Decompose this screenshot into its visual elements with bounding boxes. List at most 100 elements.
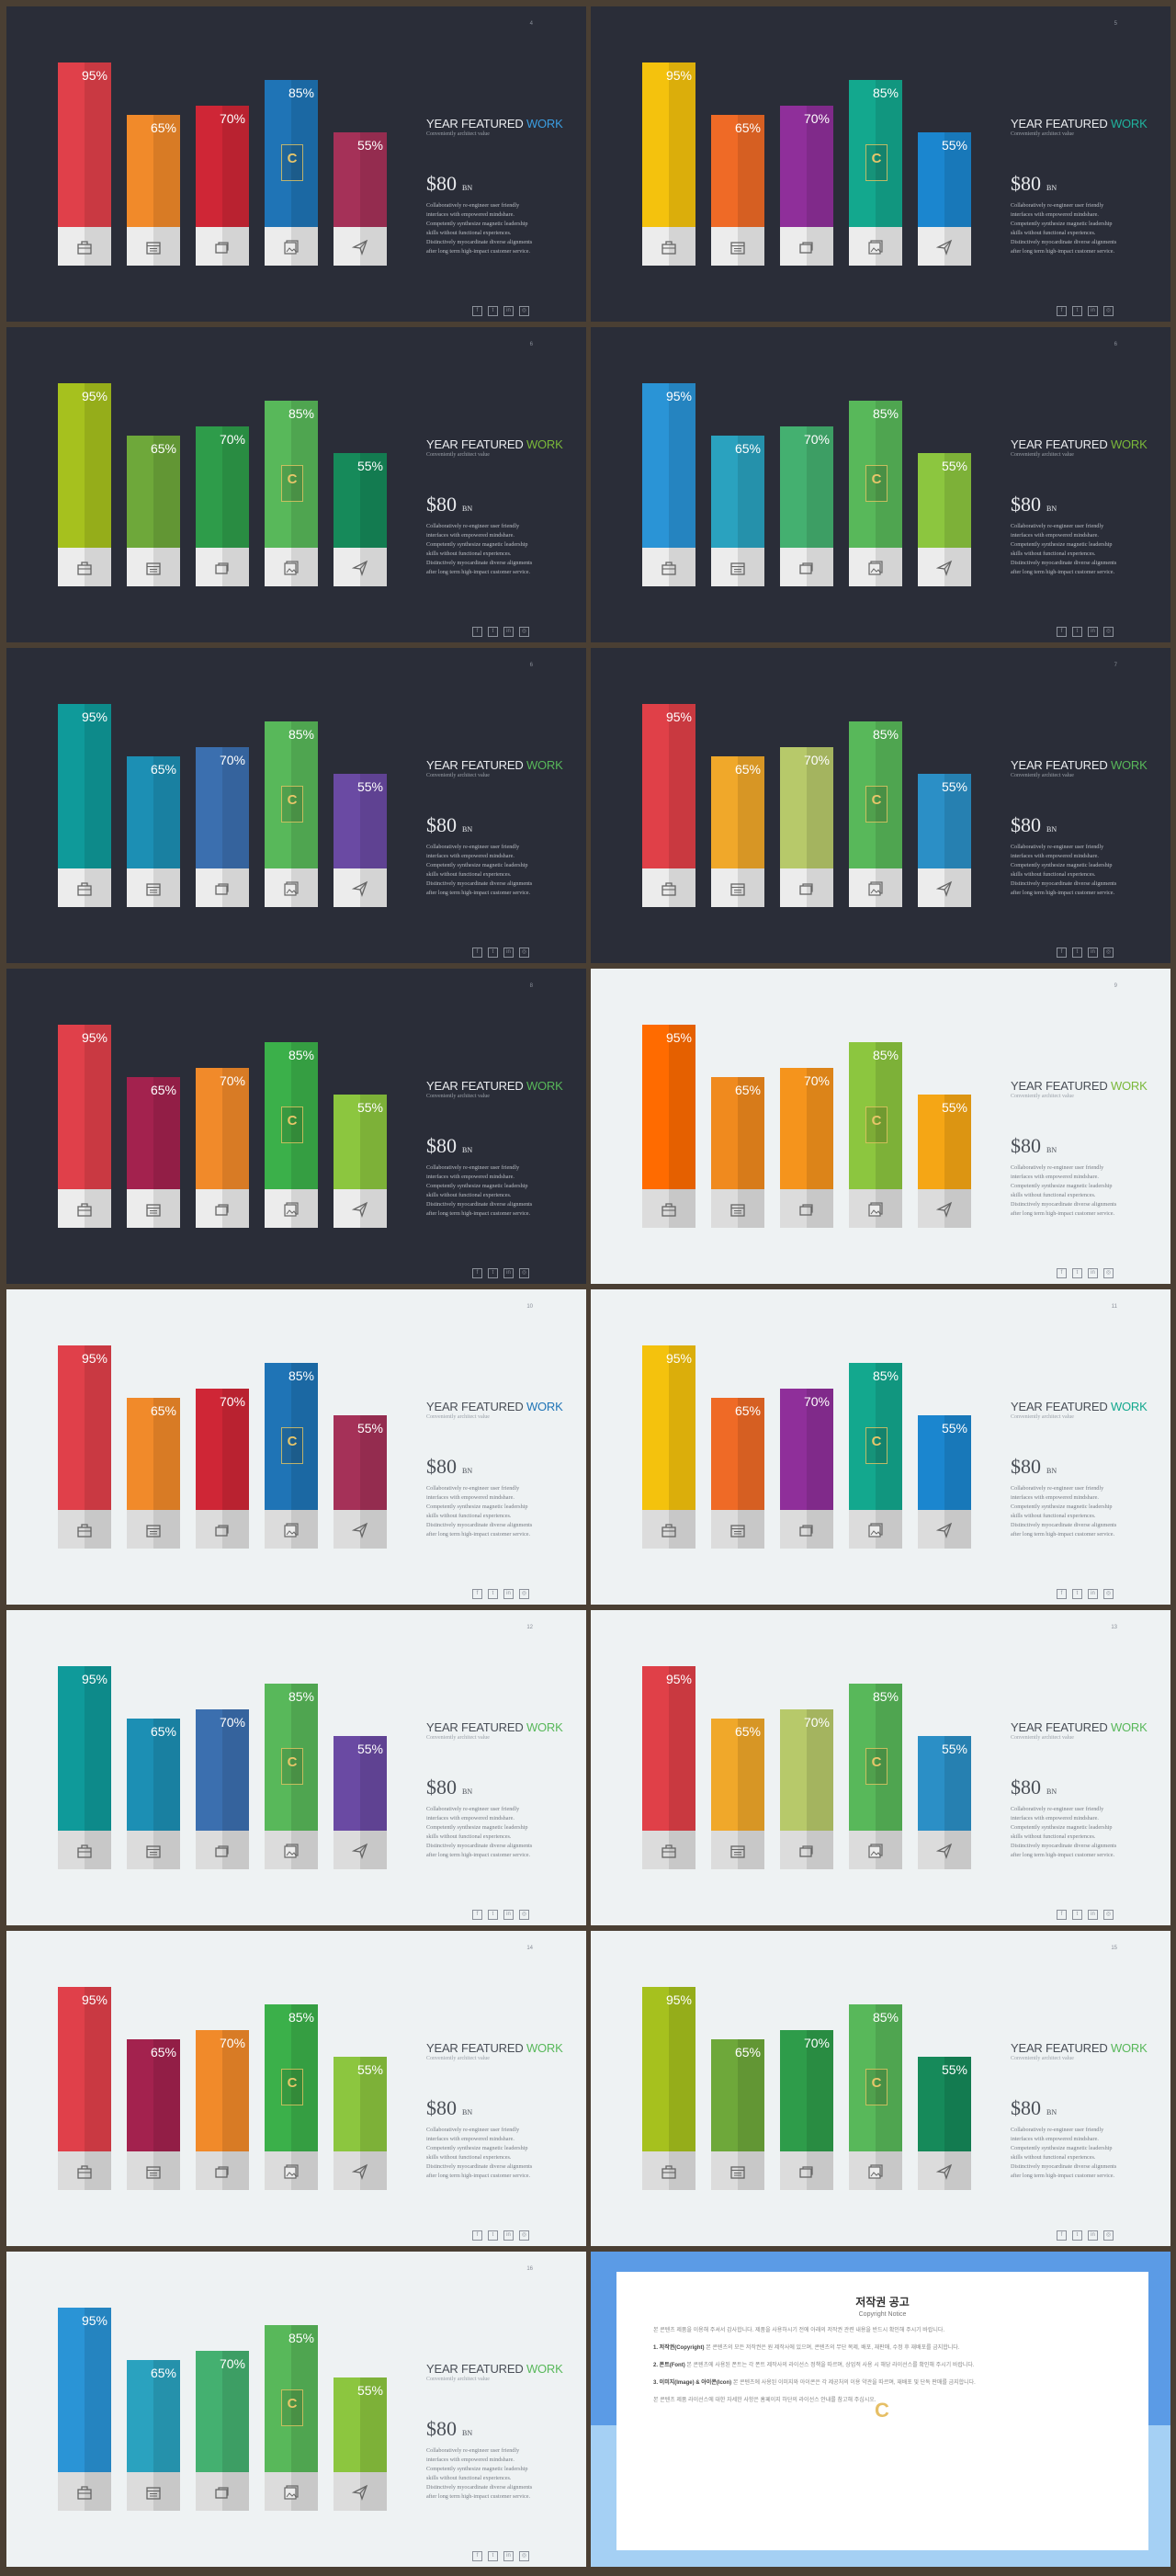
instagram-icon[interactable]: ◎ [1103, 306, 1114, 316]
slide-thumbnail[interactable]: 16 95% 65% 70% 85% 55% C YEAR FEATURED WORK Conv… [6, 2252, 586, 2567]
twitter-icon[interactable]: t [488, 2230, 498, 2241]
twitter-icon[interactable]: t [488, 2551, 498, 2561]
instagram-icon[interactable]: ◎ [519, 1589, 529, 1599]
slide-thumbnail[interactable]: 6 95% 65% 70% 85% 55% C YEAR FEATURED WORK Conve… [6, 327, 586, 642]
twitter-icon[interactable]: t [1072, 1589, 1082, 1599]
linkedin-icon[interactable]: in [1088, 627, 1098, 637]
instagram-icon[interactable]: ◎ [519, 1268, 529, 1278]
slide-thumbnail[interactable]: 5 95% 65% 70% 85% 55% C YEAR FEATURED WORK Conve… [591, 6, 1170, 322]
bar-shade [738, 436, 764, 548]
linkedin-icon[interactable]: in [503, 2230, 514, 2241]
send-icon [936, 239, 953, 255]
slide-thumbnail[interactable]: 8 95% 65% 70% 85% 55% C YEAR FEATURED WORK Conve… [6, 969, 586, 1284]
bar-shade [738, 1398, 764, 1510]
twitter-icon[interactable]: t [488, 1589, 498, 1599]
facebook-icon[interactable]: f [1057, 1910, 1067, 1920]
twitter-icon[interactable]: t [1072, 948, 1082, 958]
facebook-icon[interactable]: f [472, 2551, 482, 2561]
slide-thumbnail[interactable]: 4 95% 65% 70% 85% 55% C YEAR FEATURED WORK Conve… [6, 6, 586, 322]
slide-thumbnail[interactable]: 10 95% 65% 70% 85% 55% C YEAR FEATURED WORK Conv… [6, 1289, 586, 1605]
social-links: f t in ◎ [1057, 1903, 1119, 1920]
twitter-icon[interactable]: t [488, 1910, 498, 1920]
twitter-icon[interactable]: t [1072, 2230, 1082, 2241]
instagram-icon[interactable]: ◎ [519, 306, 529, 316]
instagram-icon[interactable]: ◎ [1103, 2230, 1114, 2241]
instagram-icon[interactable]: ◎ [519, 627, 529, 637]
instagram-icon[interactable]: ◎ [1103, 1268, 1114, 1278]
twitter-icon[interactable]: t [1072, 627, 1082, 637]
facebook-icon[interactable]: f [1057, 1268, 1067, 1278]
facebook-icon[interactable]: f [1057, 306, 1067, 316]
copyright-slide[interactable]: 저작권 공고 Copyright Notice 본 콘텐츠 제품을 이용해 주셔서 … [591, 2252, 1170, 2567]
slide-thumbnail[interactable]: 6 95% 65% 70% 85% 55% C YEAR FEATURED WORK Conve… [6, 648, 586, 963]
chart-bar: 95% [642, 1345, 695, 1510]
facebook-icon[interactable]: f [472, 1268, 482, 1278]
bar-base [918, 1189, 971, 1228]
linkedin-icon[interactable]: in [503, 1589, 514, 1599]
instagram-icon[interactable]: ◎ [1103, 1589, 1114, 1599]
bar-shade [360, 2377, 387, 2472]
twitter-icon[interactable]: t [488, 627, 498, 637]
bar-value-label: 55% [356, 2062, 383, 2077]
facebook-icon[interactable]: f [472, 1589, 482, 1599]
slide-subtitle: Conveniently architect value [426, 773, 490, 778]
instagram-icon[interactable]: ◎ [519, 948, 529, 958]
instagram-icon[interactable]: ◎ [519, 2230, 529, 2241]
twitter-icon[interactable]: t [488, 306, 498, 316]
facebook-icon[interactable]: f [472, 627, 482, 637]
bar-value-label: 95% [665, 709, 692, 724]
logo-badge: C [281, 1106, 303, 1143]
facebook-icon[interactable]: f [1057, 627, 1067, 637]
facebook-icon[interactable]: f [1057, 948, 1067, 958]
facebook-icon[interactable]: f [472, 1910, 482, 1920]
slide-thumbnail[interactable]: 12 95% 65% 70% 85% 55% C YEAR FEATURED WORK Conv… [6, 1610, 586, 1925]
folders-icon [799, 242, 813, 254]
social-links: f t in ◎ [1057, 1262, 1119, 1278]
facebook-icon[interactable]: f [1057, 1589, 1067, 1599]
slide-thumbnail[interactable]: 11 95% 65% 70% 85% 55% C YEAR FEATURED WORK Conv… [591, 1289, 1170, 1605]
linkedin-icon[interactable]: in [1088, 306, 1098, 316]
linkedin-icon[interactable]: in [503, 306, 514, 316]
slide-thumbnail[interactable]: 13 95% 65% 70% 85% 55% C YEAR FEATURED WORK Conv… [591, 1610, 1170, 1925]
twitter-icon[interactable]: t [1072, 306, 1082, 316]
instagram-icon[interactable]: ◎ [519, 2551, 529, 2561]
twitter-icon[interactable]: t [1072, 1268, 1082, 1278]
instagram-icon[interactable]: ◎ [1103, 1910, 1114, 1920]
bar-shade [669, 1345, 695, 1510]
twitter-icon[interactable]: t [488, 1268, 498, 1278]
linkedin-icon[interactable]: in [1088, 1589, 1098, 1599]
instagram-icon[interactable]: ◎ [1103, 948, 1114, 958]
facebook-icon[interactable]: f [472, 948, 482, 958]
price-unit: BN [462, 505, 473, 513]
linkedin-icon[interactable]: in [1088, 1910, 1098, 1920]
bar-shade [738, 2039, 764, 2151]
facebook-icon[interactable]: f [472, 2230, 482, 2241]
bar-shade [153, 756, 180, 868]
bar-shade [669, 383, 695, 548]
linkedin-icon[interactable]: in [503, 948, 514, 958]
instagram-icon[interactable]: ◎ [519, 1910, 529, 1920]
body-text: Collaboratively re-engineer user friendl… [1011, 1806, 1117, 1858]
linkedin-icon[interactable]: in [1088, 948, 1098, 958]
slide-thumbnail[interactable]: 14 95% 65% 70% 85% 55% C YEAR FEATURED WORK Conv… [6, 1931, 586, 2246]
slide-thumbnail[interactable]: 7 95% 65% 70% 85% 55% C YEAR FEATURED WORK Conve… [591, 648, 1170, 963]
twitter-icon[interactable]: t [1072, 1910, 1082, 1920]
twitter-icon[interactable]: t [488, 948, 498, 958]
slide-thumbnail[interactable]: 9 95% 65% 70% 85% 55% C YEAR FEATURED WORK Conve… [591, 969, 1170, 1284]
linkedin-icon[interactable]: in [503, 1910, 514, 1920]
slide-thumbnail[interactable]: 15 95% 65% 70% 85% 55% C YEAR FEATURED WORK Conv… [591, 1931, 1170, 2246]
instagram-icon[interactable]: ◎ [1103, 627, 1114, 637]
linkedin-icon[interactable]: in [1088, 1268, 1098, 1278]
slide-thumbnail[interactable]: 6 95% 65% 70% 85% 55% C YEAR FEATURED WORK Conve… [591, 327, 1170, 642]
send-icon [936, 2163, 953, 2180]
chart-bar: 85% [849, 2004, 902, 2151]
logo-badge: C [281, 2069, 303, 2105]
facebook-icon[interactable]: f [472, 306, 482, 316]
linkedin-icon[interactable]: in [503, 1268, 514, 1278]
bar-base [127, 1831, 180, 1869]
linkedin-icon[interactable]: in [503, 2551, 514, 2561]
facebook-icon[interactable]: f [1057, 2230, 1067, 2241]
linkedin-icon[interactable]: in [1088, 2230, 1098, 2241]
linkedin-icon[interactable]: in [503, 627, 514, 637]
bar-chart: 95% 65% 70% 85% 55% C [591, 648, 977, 963]
